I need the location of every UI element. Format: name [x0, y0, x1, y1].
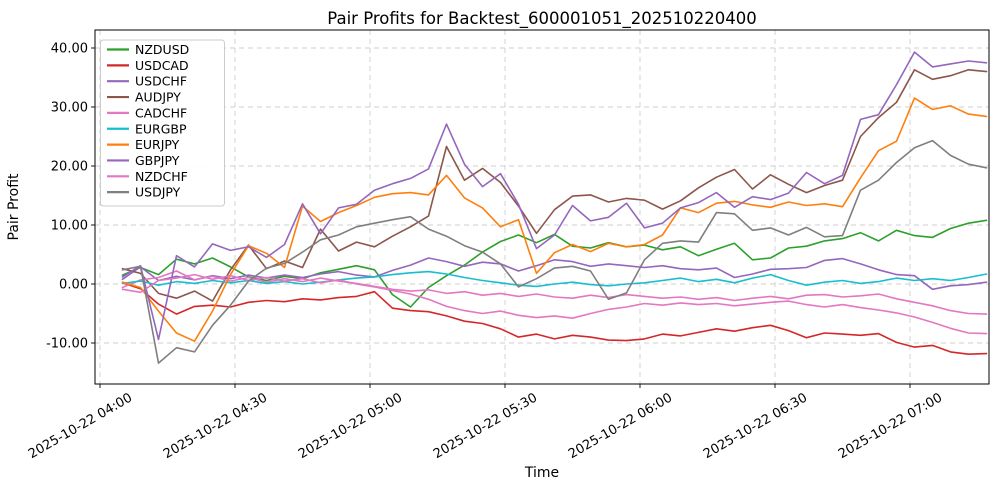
legend-item-USDCAD: USDCAD — [107, 58, 189, 73]
x-axis-label: Time — [524, 465, 559, 481]
series-line-USDJPY — [121, 139, 988, 364]
x-tick-label: 2025-10-22 05:00 — [296, 390, 405, 462]
legend-label-CADCHF: CADCHF — [135, 105, 187, 120]
legend-label-NZDCHF: NZDCHF — [135, 169, 188, 184]
legend-label-NZDUSD: NZDUSD — [135, 42, 189, 57]
legend-label-EURJPY: EURJPY — [135, 137, 180, 152]
legend-item-EURJPY: EURJPY — [107, 137, 180, 152]
legend-item-NZDUSD: NZDUSD — [107, 42, 189, 57]
series-line-GBPJPY — [121, 51, 988, 341]
legend-item-USDCHF: USDCHF — [107, 74, 187, 89]
chart-title: Pair Profits for Backtest_600001051_2025… — [327, 9, 756, 29]
y-tick-label: 0.00 — [59, 278, 88, 293]
series-line-CADCHF — [121, 270, 988, 315]
x-tick-label: 2025-10-22 06:00 — [566, 390, 675, 462]
y-axis-label: Pair Profit — [6, 173, 22, 241]
series-line-EURJPY — [121, 97, 988, 343]
legend-label-USDCHF: USDCHF — [135, 74, 187, 89]
y-tick-label: 40.00 — [51, 42, 88, 57]
series-lines — [121, 51, 988, 364]
x-tick-label: 2025-10-22 04:30 — [161, 390, 270, 462]
legend-item-CADCHF: CADCHF — [107, 105, 187, 120]
legend-label-GBPJPY: GBPJPY — [135, 153, 180, 168]
y-tick-label: 10.00 — [51, 219, 88, 234]
legend-label-USDCAD: USDCAD — [135, 58, 189, 73]
y-tick-label: -10.00 — [46, 337, 88, 352]
x-tick-label: 2025-10-22 06:30 — [701, 390, 810, 462]
legend: NZDUSDUSDCADUSDCHFAUDJPYCADCHFEURGBPEURJ… — [100, 39, 225, 207]
legend-label-AUDJPY: AUDJPY — [135, 90, 181, 105]
series-line-USDCAD — [121, 281, 988, 356]
legend-item-NZDCHF: NZDCHF — [107, 169, 188, 184]
legend-label-USDJPY: USDJPY — [135, 185, 181, 200]
plot-border — [94, 29, 990, 385]
legend-item-USDJPY: USDJPY — [107, 185, 181, 200]
legend-label-EURGBP: EURGBP — [135, 121, 187, 136]
x-tick-label: 2025-10-22 07:00 — [836, 390, 945, 462]
series-line-AUDJPY — [121, 69, 988, 302]
legend-item-EURGBP: EURGBP — [107, 121, 187, 136]
grid-lines — [95, 30, 989, 384]
legend-item-GBPJPY: GBPJPY — [107, 153, 180, 168]
x-tick-label: 2025-10-22 04:00 — [26, 390, 135, 462]
y-tick-label: 20.00 — [51, 160, 88, 175]
legend-item-AUDJPY: AUDJPY — [107, 90, 181, 105]
series-line-NZDCHF — [121, 273, 988, 335]
y-tick-label: 30.00 — [51, 101, 88, 116]
legend-box — [100, 39, 225, 207]
series-line-EURGBP — [121, 270, 988, 288]
x-tick-label: 2025-10-22 05:30 — [431, 390, 540, 462]
